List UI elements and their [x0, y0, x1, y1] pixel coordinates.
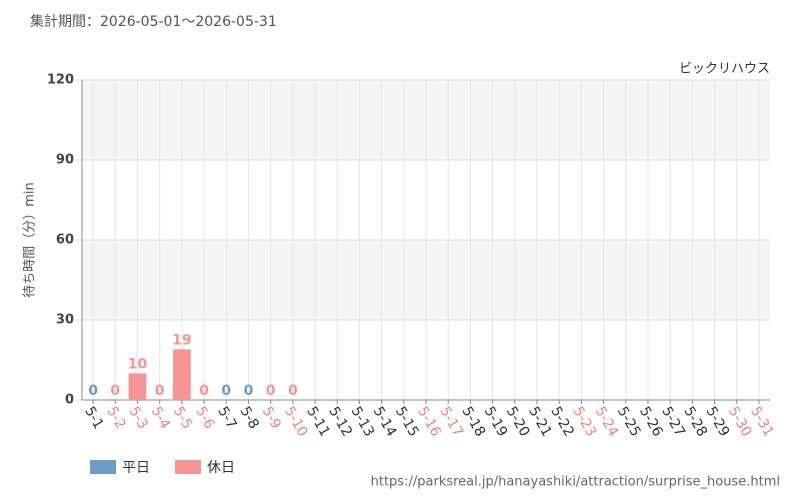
data-label: 0 — [199, 383, 209, 399]
chart-title: ビックリハウス — [679, 62, 770, 77]
data-label: 19 — [172, 332, 191, 348]
y-tick-label: 0 — [65, 393, 74, 408]
bar — [128, 373, 147, 400]
y-tick-label: 90 — [56, 153, 74, 168]
y-axis-label: 待ち時間（分）min — [23, 182, 38, 298]
data-label: 0 — [110, 383, 120, 399]
data-label: 0 — [88, 383, 98, 399]
data-label: 0 — [221, 383, 231, 399]
data-label: 0 — [266, 383, 276, 399]
legend-swatch — [175, 460, 201, 474]
x-tick-label: 5-1 — [81, 404, 106, 432]
data-label: 10 — [128, 356, 148, 372]
x-tick-label: 5-3 — [126, 404, 151, 432]
legend-label: 平日 — [122, 460, 150, 476]
x-tick-label: 5-9 — [259, 404, 284, 432]
x-tick-label: 5-4 — [148, 404, 173, 432]
y-tick-label: 120 — [47, 73, 74, 88]
data-label: 0 — [244, 383, 254, 399]
bar — [172, 349, 191, 400]
data-label: 0 — [155, 383, 165, 399]
legend-label: 休日 — [207, 460, 235, 476]
x-tick-label: 5-6 — [192, 404, 217, 432]
y-tick-label: 60 — [56, 233, 74, 248]
x-tick-label: 5-2 — [103, 404, 128, 432]
data-label: 0 — [288, 383, 298, 399]
x-tick-label: 5-31 — [747, 404, 777, 440]
y-tick-label: 30 — [56, 313, 74, 328]
x-tick-label: 5-5 — [170, 404, 195, 432]
legend-swatch — [90, 460, 116, 474]
x-tick-label: 5-8 — [237, 404, 262, 432]
source-url: https://parksreal.jp/hanayashiki/attract… — [371, 475, 780, 490]
x-tick-label: 5-7 — [214, 404, 239, 432]
subtitle: 集計期間：2026-05-01～2026-05-31 — [30, 13, 277, 30]
